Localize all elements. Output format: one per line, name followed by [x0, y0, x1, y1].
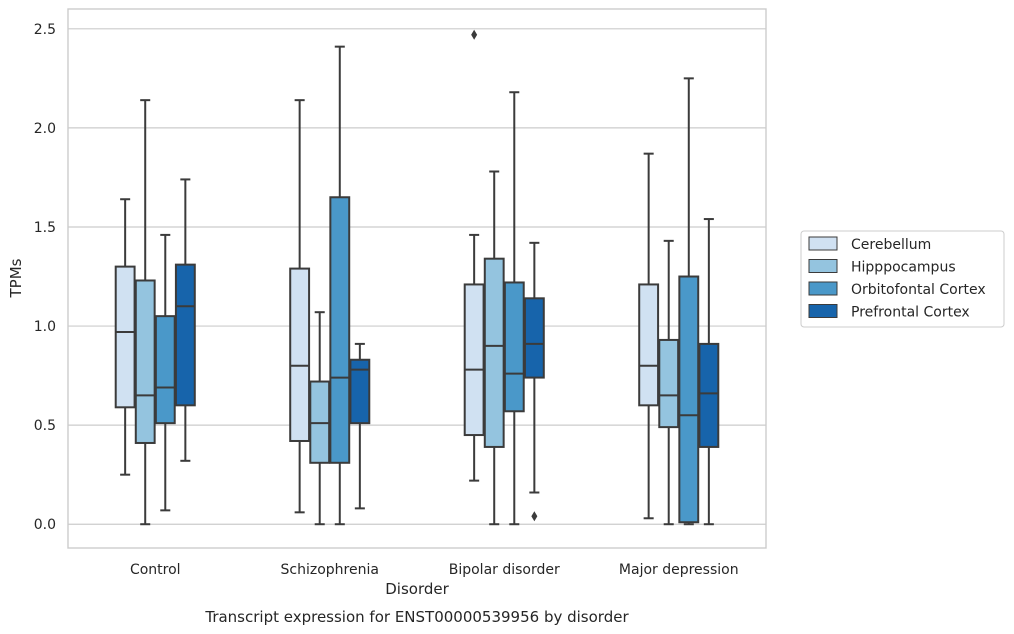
iqr-box	[463, 283, 485, 437]
iqr-box	[349, 358, 371, 425]
legend-swatch	[808, 281, 838, 296]
box-series	[114, 29, 720, 526]
legend-label: Orbitofontal Cortex	[851, 282, 986, 298]
iqr-box	[503, 281, 525, 413]
iqr-box	[698, 342, 720, 448]
outlier-point	[531, 511, 538, 522]
box-2-2	[503, 91, 525, 526]
box-3-1	[349, 342, 371, 510]
x-tick-label: Major depression	[619, 562, 739, 578]
iqr-box	[658, 338, 680, 429]
iqr-box	[174, 263, 196, 407]
x-tick-label: Bipolar disorder	[449, 562, 560, 578]
plot-frame	[67, 8, 767, 549]
y-tick-label: 0.0	[34, 517, 56, 533]
y-tick-label: 2.0	[34, 121, 56, 137]
x-axis-label: Disorder	[385, 580, 449, 598]
box-1-2	[483, 170, 505, 526]
box-2-1	[329, 45, 351, 526]
box-3-0	[174, 178, 196, 462]
iqr-box	[329, 196, 351, 464]
x-axis-ticks: Control Schizophrenia Bipolar disorder Majo…	[130, 562, 739, 578]
box-2-0	[154, 233, 176, 512]
legend-swatch	[808, 259, 838, 273]
chart-caption: Transcript expression for ENST0000053995…	[204, 608, 629, 626]
box-3-2	[523, 241, 545, 522]
legend-swatch	[808, 304, 838, 318]
y-tick-label: 2.5	[34, 22, 56, 38]
iqr-box	[483, 257, 505, 448]
outlier-point	[471, 29, 478, 40]
x-tick-label: Schizophrenia	[281, 562, 379, 578]
x-tick-label: Control	[130, 562, 181, 578]
y-tick-label: 0.5	[34, 418, 56, 434]
legend-label: Hipppocampus	[851, 260, 956, 276]
iqr-box	[114, 265, 136, 409]
box-0-1	[289, 99, 311, 514]
iqr-box	[523, 297, 545, 379]
y-tick-label: 1.0	[34, 319, 56, 335]
iqr-box	[638, 283, 660, 407]
box-1-1	[309, 311, 331, 526]
y-axis-label: TPMs	[7, 258, 25, 298]
box-0-3	[638, 152, 660, 520]
box-0-2	[463, 29, 485, 482]
iqr-box	[154, 315, 176, 425]
iqr-box	[134, 279, 156, 444]
legend-label: Prefrontal Cortex	[851, 305, 970, 321]
y-grid	[68, 28, 766, 525]
box-1-0	[134, 99, 156, 526]
iqr-box	[678, 275, 700, 524]
y-tick-label: 1.5	[34, 220, 56, 236]
y-axis-ticks: 0.0 0.5 1.0 1.5 2.0 2.5	[34, 22, 56, 533]
legend: Cerebellum Hipppocampus Orbitofontal Corte…	[800, 230, 1005, 328]
box-1-3	[658, 239, 680, 526]
legend-label: Cerebellum	[851, 237, 931, 253]
box-3-3	[698, 218, 720, 526]
legend-frame	[800, 230, 1005, 328]
box-2-3	[678, 77, 700, 526]
box-0-0	[114, 198, 136, 476]
iqr-box	[289, 267, 311, 442]
legend-swatch	[808, 236, 838, 251]
